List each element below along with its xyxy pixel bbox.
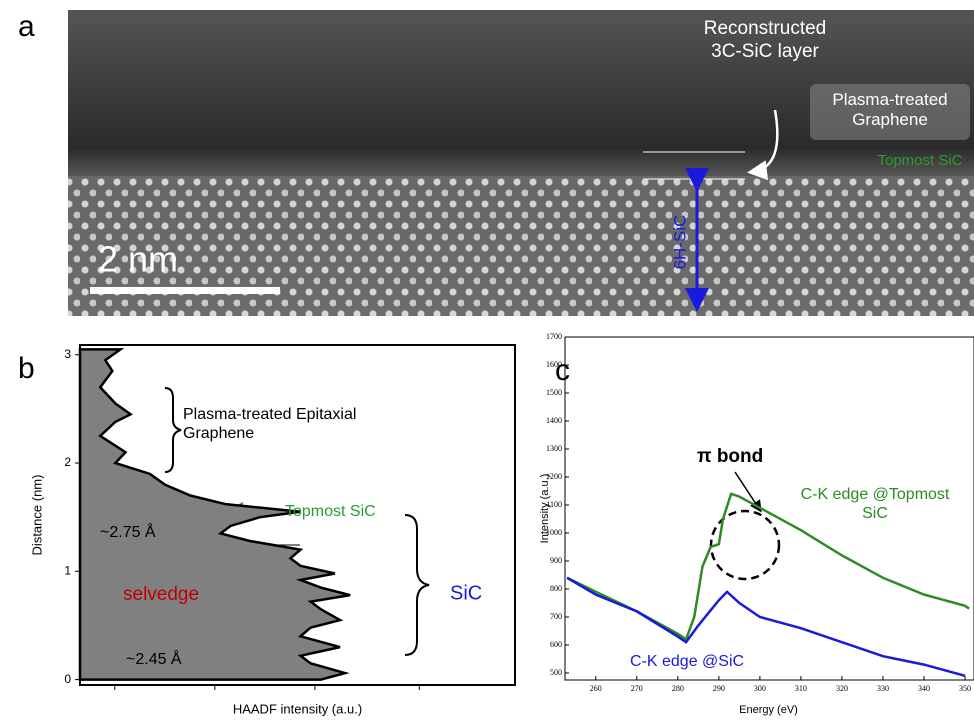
- annotation: π bond: [697, 446, 763, 467]
- x-tick-label: 270: [631, 684, 643, 693]
- panel-label: a: [18, 10, 35, 43]
- label: 6H-SiC: [670, 215, 689, 270]
- y-tick-label: 700: [550, 612, 562, 621]
- x-tick-label: 340: [918, 684, 930, 693]
- y-axis-label: Intensity (a.u.): [539, 474, 551, 544]
- legend-entry: C-K edge @Topmost SiC: [800, 485, 950, 523]
- scale-bar: [90, 287, 280, 294]
- y-tick-label: 1700: [546, 332, 562, 341]
- figure: 2 nm Topmost SiC 6H-SiC a b c 0123HAADF …: [0, 0, 974, 721]
- y-tick-label: 900: [550, 556, 562, 565]
- y-tick-label: 1300: [546, 444, 562, 453]
- y-tick-label: 600: [550, 640, 562, 649]
- label: Plasma-treated Graphene: [812, 90, 968, 131]
- panel-label: b: [18, 352, 35, 385]
- annotation: Topmost SiC: [285, 503, 376, 520]
- y-tick-label: 0: [64, 672, 71, 686]
- y-tick-label: 1500: [546, 388, 562, 397]
- x-tick-label: 280: [672, 684, 684, 693]
- label: Topmost SiC: [877, 152, 962, 169]
- x-tick-label: 320: [836, 684, 848, 693]
- legend-entry: C-K edge @SiC: [630, 652, 790, 671]
- x-tick-label: 330: [877, 684, 889, 693]
- lattice: [68, 176, 974, 316]
- bracket: [165, 388, 181, 472]
- annotation: ~2.45 Å: [126, 649, 182, 668]
- y-tick-label: 2: [64, 455, 71, 469]
- y-tick-label: 500: [550, 668, 562, 677]
- label: Reconstructed 3C-SiC layer: [690, 18, 840, 64]
- arrow: [735, 472, 760, 510]
- x-tick-label: 350: [959, 684, 971, 693]
- y-tick-label: 1600: [546, 360, 562, 369]
- bracket: [405, 515, 429, 655]
- x-axis-label: HAADF intensity (a.u.): [233, 701, 362, 716]
- annotation: selvedge: [123, 584, 199, 605]
- x-tick-label: 300: [754, 684, 766, 693]
- scale-label: 2 nm: [98, 239, 178, 280]
- y-tick-label: 3: [64, 347, 71, 361]
- x-tick-label: 260: [590, 684, 602, 693]
- x-axis-label: Energy (eV): [739, 704, 798, 716]
- annotation: SiC: [450, 582, 482, 604]
- y-axis-label: Distance (nm): [29, 475, 44, 556]
- annotation: Plasma-treated Epitaxial Graphene: [183, 405, 363, 443]
- x-tick-label: 290: [713, 684, 725, 693]
- y-tick-label: 800: [550, 584, 562, 593]
- y-tick-label: 1: [64, 563, 71, 577]
- annotation: ~2.75 Å: [100, 522, 156, 541]
- x-tick-label: 310: [795, 684, 807, 693]
- highlight-circle: [711, 511, 779, 579]
- y-tick-label: 1400: [546, 416, 562, 425]
